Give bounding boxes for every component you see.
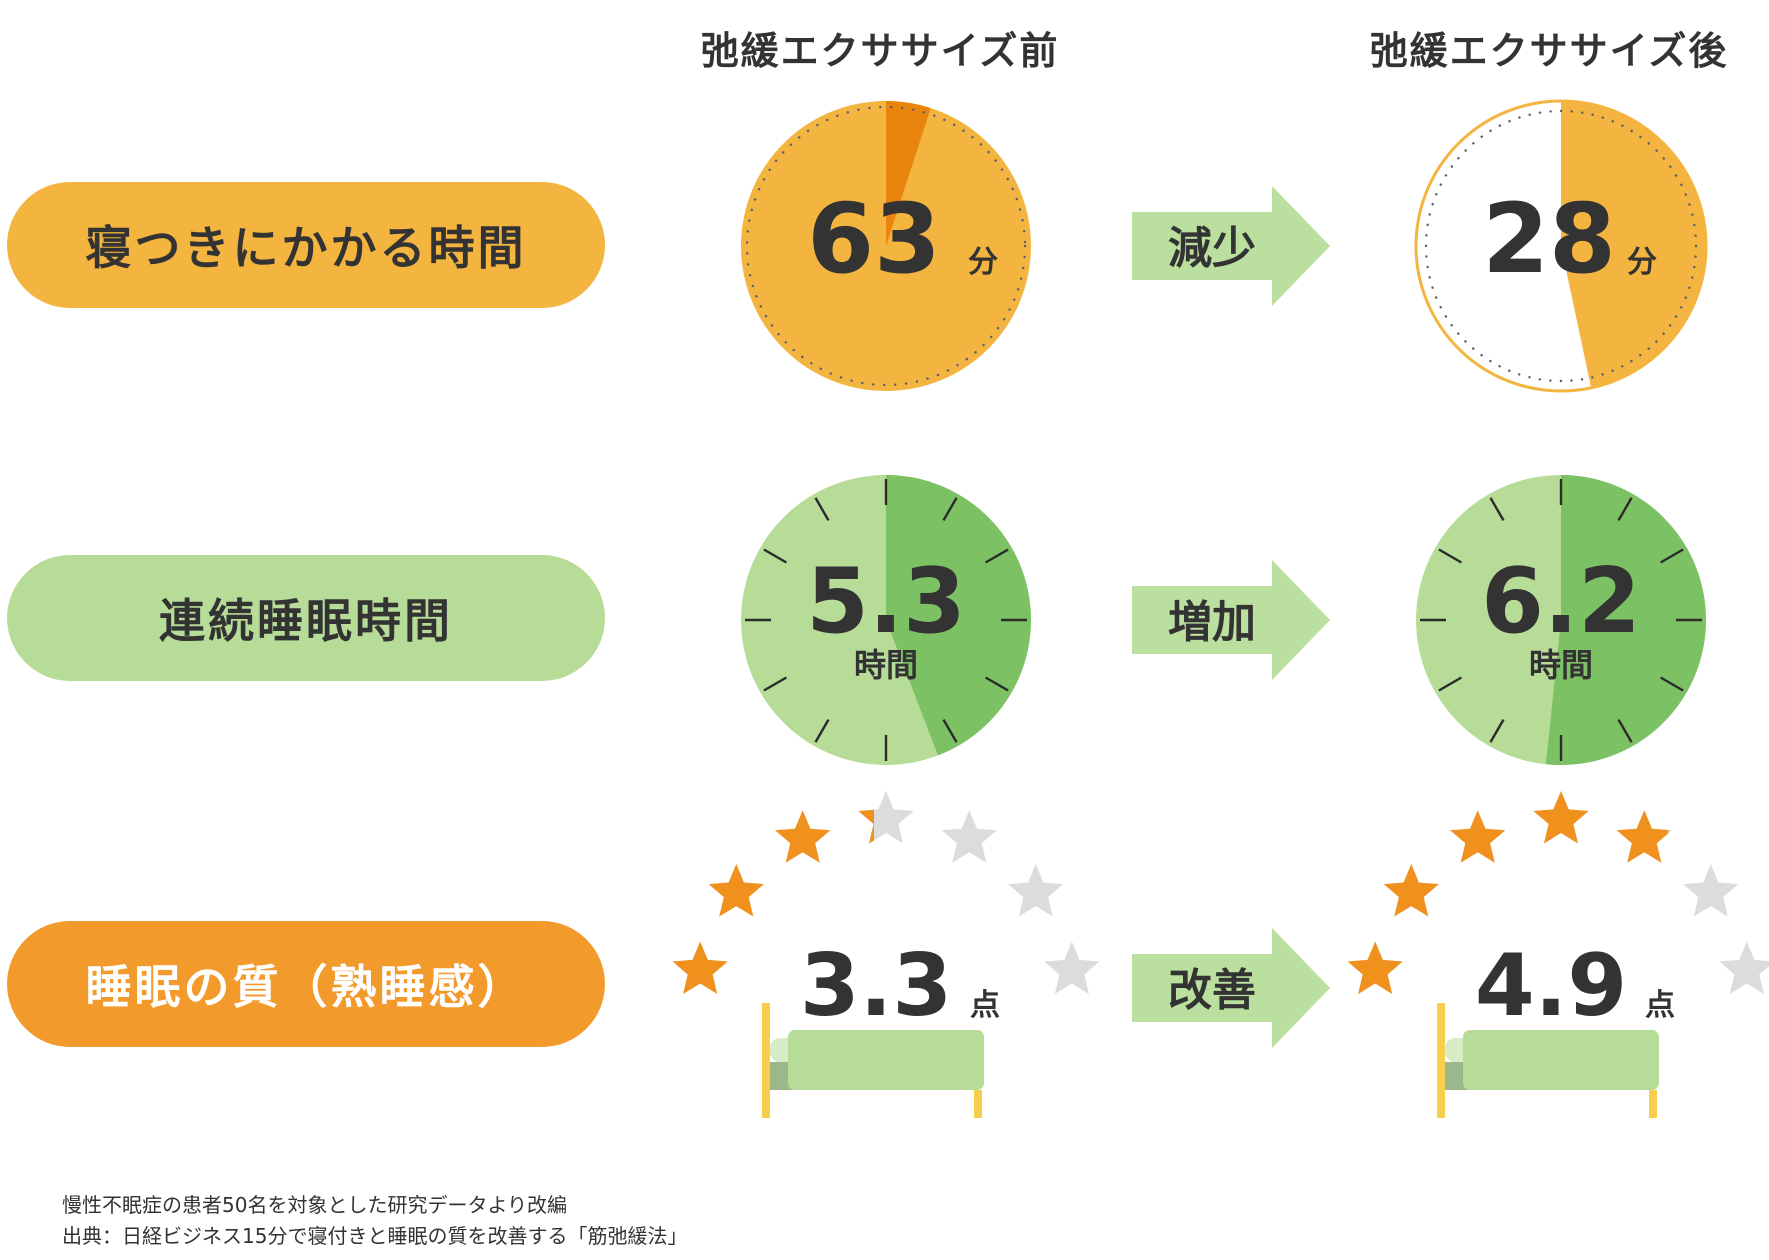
sleep-onset-after-dial-dots	[1424, 109, 1698, 383]
sleep-onset-after-wedge	[1561, 101, 1706, 388]
change-label-1: 増加	[1168, 597, 1256, 648]
continuous-sleep-before-tick-1	[942, 497, 958, 522]
continuous-sleep-after-tick-7	[1489, 718, 1505, 743]
continuous-sleep-before-tick-11	[814, 497, 830, 522]
sleep-onset-after-value: 28	[1482, 183, 1616, 295]
sleep-quality-before-star-2	[775, 810, 831, 863]
continuous-sleep-after-value-wedge	[1545, 475, 1706, 765]
continuous-sleep-after-unit: 時間	[1529, 646, 1593, 684]
sleep-quality-after-value: 4.9	[1475, 936, 1627, 1036]
sleep-quality-after-star-4-fill	[1616, 810, 1669, 863]
sleep-quality-after-star-0-fill	[1347, 941, 1403, 994]
continuous-sleep-before-value-wedge	[886, 475, 1031, 756]
footnote-source: 出典：日経ビジネス15分で寝付きと睡眠の質を改善する「筋弛緩法」	[62, 1224, 688, 1248]
sleep-quality-after-star-6	[1719, 941, 1769, 994]
continuous-sleep-before-tick-5	[942, 718, 958, 743]
sleep-quality-after-star-1	[1383, 864, 1439, 917]
sleep-quality-before-star-2-fill	[775, 810, 831, 863]
sleep-quality-before-star-6-empty	[1044, 941, 1100, 994]
continuous-sleep-before-value: 5.3	[806, 549, 965, 654]
sleep-onset-before-dial-dots	[745, 105, 1027, 387]
footnotes: 慢性不眠症の患者50名を対象とした研究データより改編 出典：日経ビジネス15分で…	[62, 1190, 687, 1252]
sleep-quality-before-star-1-fill	[708, 864, 764, 917]
sleep-quality-before-star-6	[1044, 941, 1100, 994]
sleep-quality-after-star-3	[1533, 791, 1589, 844]
sleep-quality-after-bed-headboard	[1437, 1003, 1445, 1118]
sleep-quality-after-star-3-fill	[1533, 791, 1589, 844]
sleep-quality-before-bed-footpost	[974, 1090, 982, 1118]
sleep-quality-before-star-4-empty	[941, 810, 997, 863]
footnote-study: 慢性不眠症の患者50名を対象とした研究データより改編	[62, 1193, 568, 1217]
sleep-quality-after-star-4	[1616, 810, 1672, 863]
sleep-quality-before-bed-blanket	[788, 1030, 984, 1090]
continuous-sleep-after-tick-1	[1617, 497, 1633, 522]
sleep-quality-before-star-1	[708, 864, 764, 917]
after-column-header: 弛緩エクササイズ後	[1369, 29, 1729, 73]
sleep-quality-after-star-5	[1683, 864, 1739, 917]
sleep-quality-before-bed-headboard	[762, 1003, 770, 1118]
sleep-quality-after-star-2-fill	[1450, 810, 1506, 863]
continuous-sleep-before-tick-2	[984, 548, 1009, 564]
change-arrow-2	[1132, 928, 1330, 1048]
sleep-quality-after-star-6-empty	[1719, 941, 1769, 994]
continuous-sleep-after-tick-2	[1659, 548, 1684, 564]
sleep-onset-before-overflow-wedge	[886, 101, 931, 246]
continuous-sleep-after-tick-10	[1438, 548, 1463, 564]
sleep-quality-before-value: 3.3	[800, 936, 952, 1036]
sleep-onset-before-value: 63	[807, 183, 941, 295]
continuous-sleep-before-tick-4	[984, 676, 1009, 692]
continuous-sleep-after-tick-4	[1659, 676, 1684, 692]
sleep-onset-after-unit: 分	[1627, 245, 1657, 280]
sleep-quality-before-star-0-fill	[672, 941, 728, 994]
continuous-sleep-after-value: 6.2	[1481, 549, 1640, 654]
sleep-quality-after-star-2	[1450, 810, 1506, 863]
sleep-quality-before-star-5-empty	[1008, 864, 1064, 917]
sleep-quality-before-unit: 点	[970, 988, 1000, 1023]
sleep-quality-after-bed-footpost	[1649, 1090, 1657, 1118]
metric-label-sleep-quality: 睡眠の質（熟睡感）	[7, 921, 605, 1047]
sleep-quality-after-bed-blanket	[1463, 1030, 1659, 1090]
before-column-header: 弛緩エクササイズ前	[700, 29, 1060, 73]
continuous-sleep-after-tick-8	[1438, 676, 1463, 692]
metric-label-sleep-onset: 寝つきにかかる時間	[7, 182, 605, 308]
change-arrow-0	[1132, 186, 1330, 306]
sleep-quality-after-star-1-fill	[1383, 864, 1439, 917]
continuous-sleep-before-unit: 時間	[854, 646, 918, 684]
continuous-sleep-before-tick-7	[814, 718, 830, 743]
sleep-quality-before-star-4	[941, 810, 997, 863]
sleep-quality-before-star-3-fill	[858, 809, 874, 844]
change-label-2: 改善	[1168, 965, 1256, 1016]
change-label-0: 減少	[1168, 223, 1256, 274]
metric-label-continuous-sleep: 連続睡眠時間	[7, 555, 605, 681]
continuous-sleep-before-tick-10	[763, 548, 788, 564]
sleep-quality-after-star-0	[1347, 941, 1403, 994]
sleep-quality-after-unit: 点	[1645, 988, 1675, 1023]
sleep-quality-before-star-3	[858, 791, 914, 844]
sleep-onset-before-unit: 分	[968, 245, 998, 280]
continuous-sleep-after-tick-5	[1617, 718, 1633, 743]
sleep-quality-after-star-5-empty	[1683, 864, 1739, 917]
continuous-sleep-before-tick-8	[763, 676, 788, 692]
continuous-sleep-after-tick-11	[1489, 497, 1505, 522]
sleep-quality-before-star-0	[672, 941, 728, 994]
change-arrow-1	[1132, 560, 1330, 680]
sleep-quality-before-star-5	[1008, 864, 1064, 917]
